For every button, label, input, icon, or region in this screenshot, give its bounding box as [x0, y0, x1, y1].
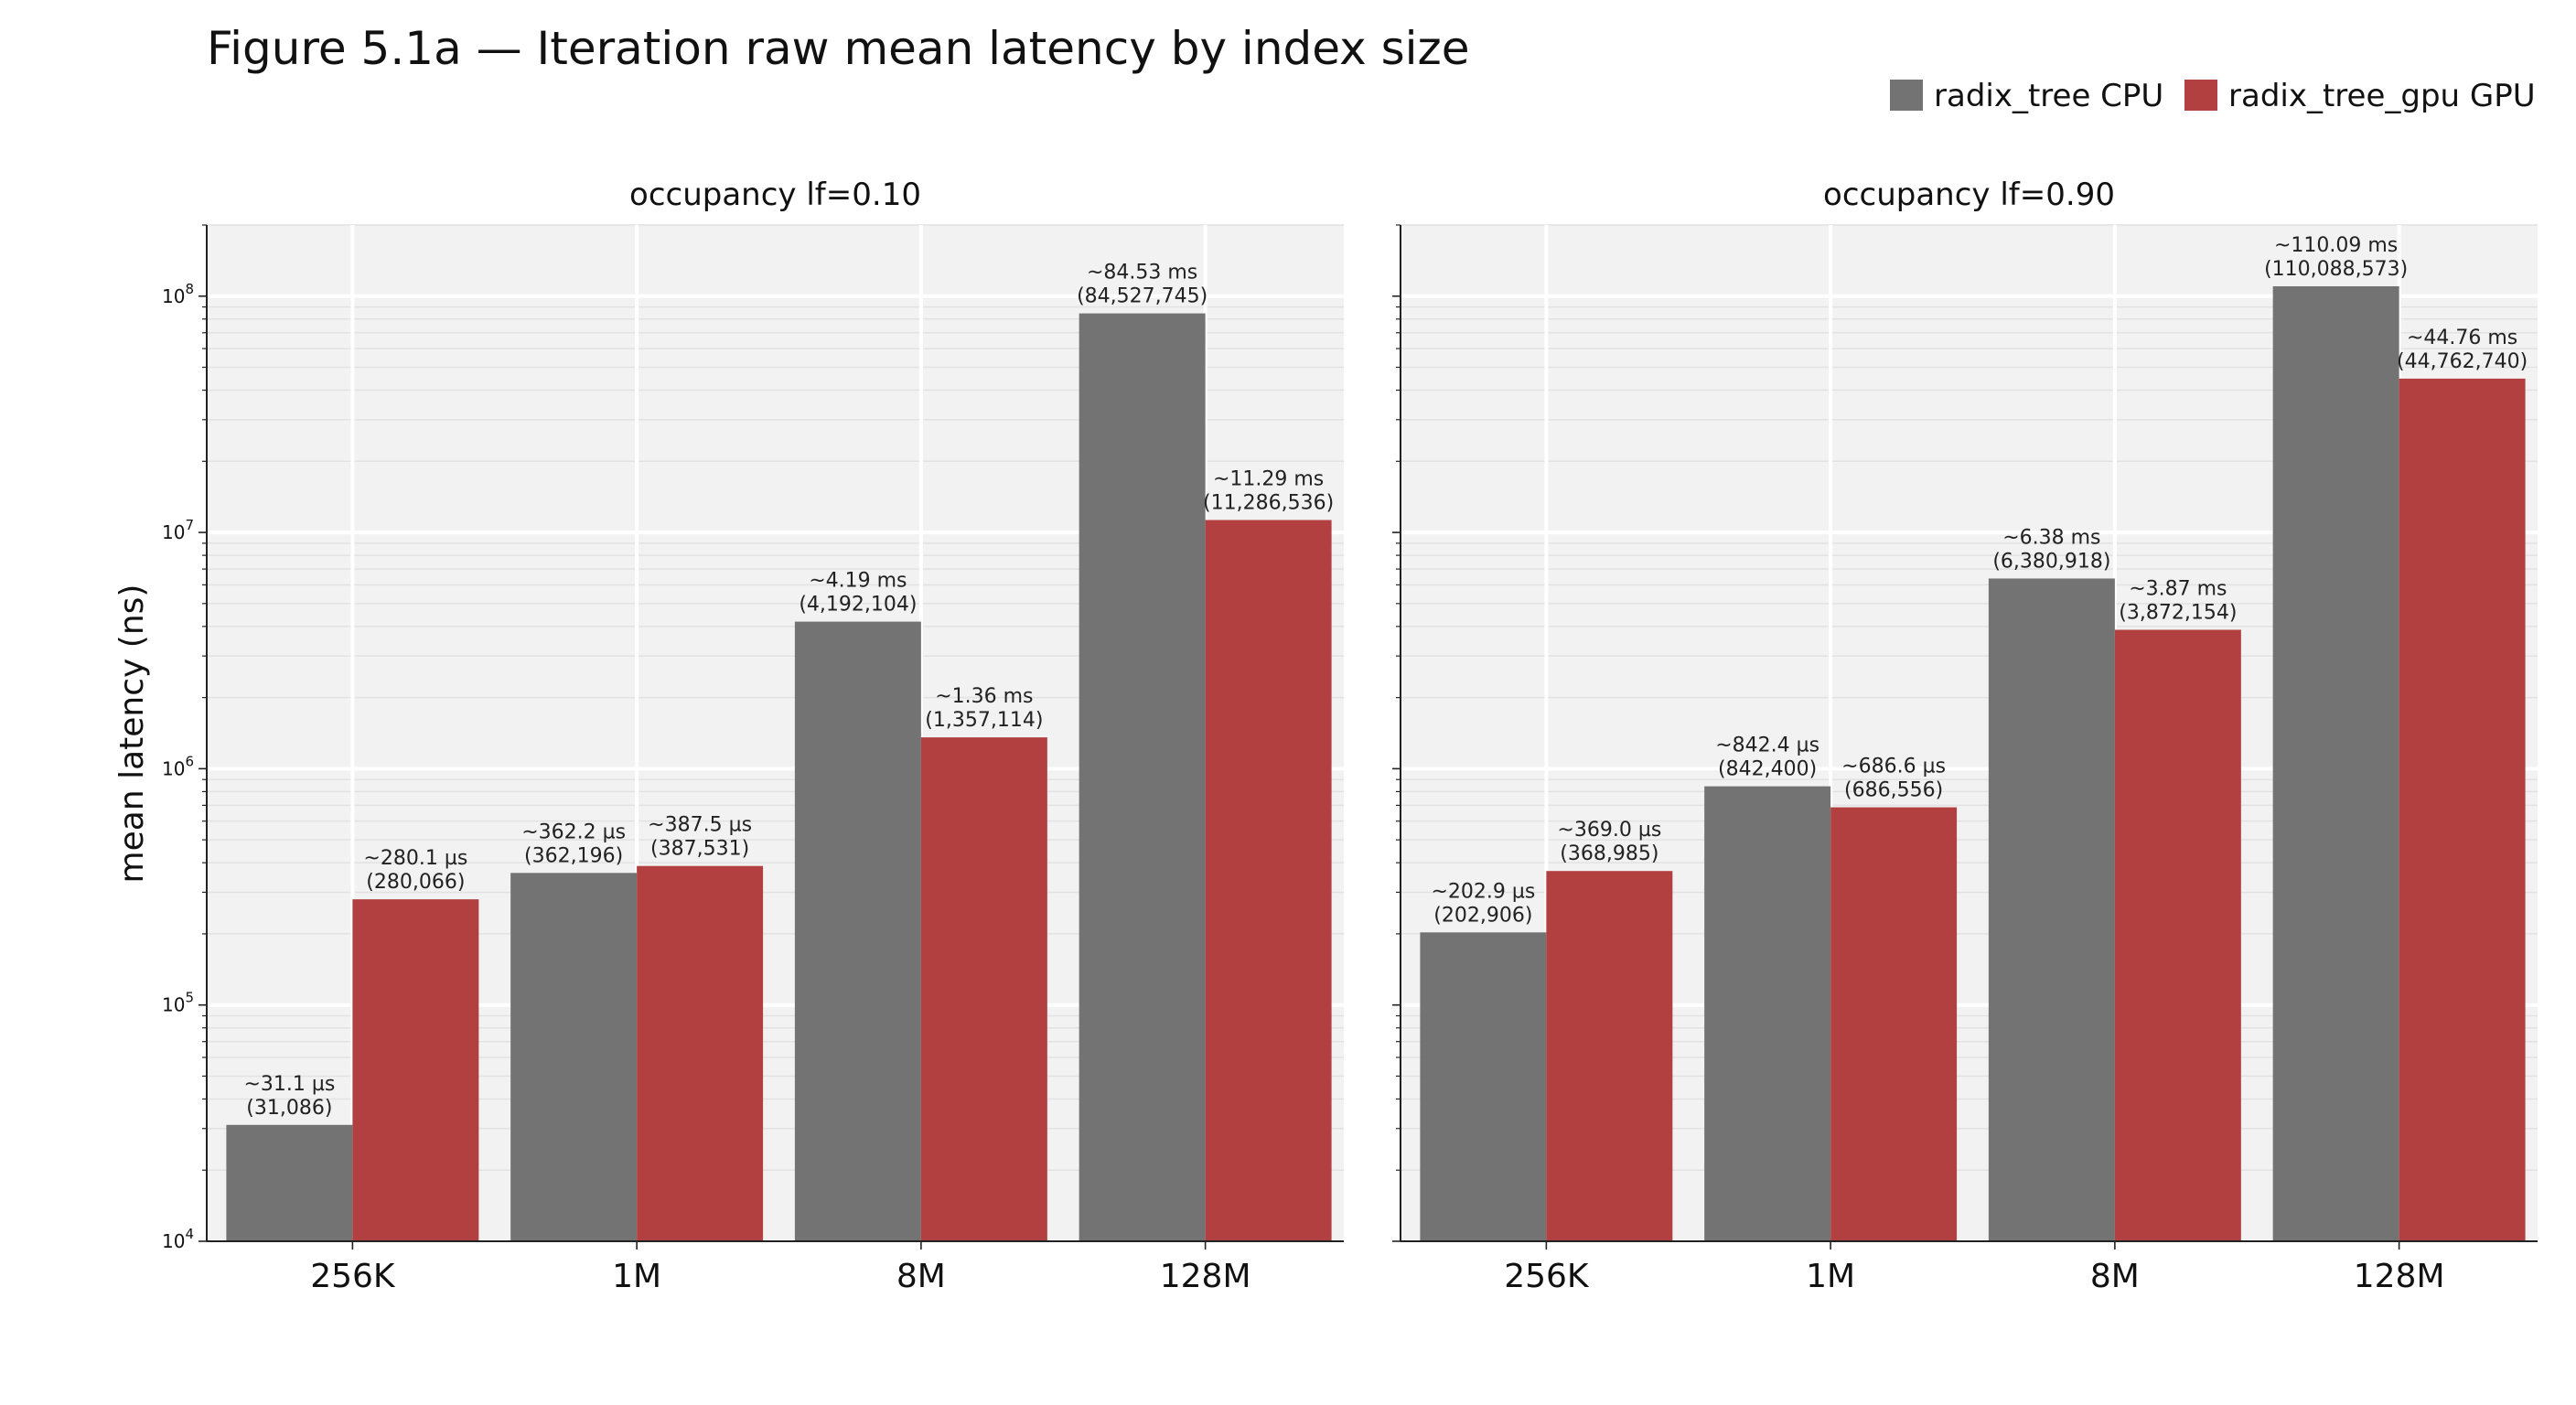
bar-label-approx: ~1.36 ms	[935, 685, 1033, 708]
bar-label-approx: ~842.4 µs	[1715, 735, 1819, 757]
x-tick-label: 256K	[310, 1258, 396, 1295]
bar-label-approx: ~362.2 µs	[521, 820, 626, 843]
bar-label-exact: (4,192,104)	[799, 594, 917, 617]
bar-cpu-8M	[794, 621, 921, 1241]
y-tick-label: 108	[162, 281, 194, 307]
x-tick-label: 1M	[612, 1258, 661, 1295]
bar-label-approx: ~3.87 ms	[2129, 578, 2227, 601]
bar-label-approx: ~387.5 µs	[648, 814, 752, 837]
x-tick-label: 256K	[1504, 1258, 1590, 1295]
bar-cpu-256K	[1420, 932, 1547, 1241]
bar-label-approx: ~44.76 ms	[2407, 327, 2517, 349]
bar-label-approx: ~369.0 µs	[1557, 819, 1661, 842]
x-tick-label: 8M	[896, 1258, 946, 1295]
bar-gpu-1M	[1830, 807, 1958, 1241]
bar-label-exact: (84,527,745)	[1077, 285, 1208, 308]
bar-label-exact: (3,872,154)	[2119, 602, 2237, 625]
bar-gpu-8M	[2114, 629, 2241, 1241]
bar-label-approx: ~31.1 µs	[243, 1073, 335, 1096]
chart-panels: 104 105 106 107 108 ~31.1 µs(31,086) ~362.2 µs…	[162, 177, 2538, 1295]
bar-gpu-8M	[920, 737, 1047, 1241]
y-axis-label: mean latency (ns)	[113, 585, 151, 884]
bar-label-exact: (842,400)	[1718, 758, 1817, 781]
bar-label-approx: ~4.19 ms	[809, 570, 907, 593]
x-tick-label: 1M	[1806, 1258, 1855, 1295]
y-tick-label: 107	[162, 517, 194, 543]
panel-title: occupancy lf=0.90	[1823, 177, 2115, 213]
bar-label-exact: (1,357,114)	[925, 709, 1043, 732]
y-tick-label: 106	[162, 753, 194, 779]
panel-2: ~202.9 µs(202,906) ~842.4 µs(842,400) ~6.3…	[1392, 177, 2538, 1295]
bar-label-exact: (202,906)	[1433, 904, 1532, 927]
legend-swatch-cpu	[1890, 80, 1923, 111]
y-tick-label: 104	[162, 1226, 194, 1252]
bar-gpu-1M	[637, 865, 764, 1241]
bar-gpu-128M	[2399, 378, 2526, 1241]
bar-label-approx: ~110.09 ms	[2274, 234, 2398, 257]
bar-label-exact: (31,086)	[246, 1097, 332, 1120]
y-tick-label: 105	[162, 990, 194, 1016]
bar-label-approx: ~280.1 µs	[363, 847, 467, 870]
bar-label-exact: (11,286,536)	[1203, 491, 1334, 514]
legend: radix_tree CPU radix_tree_gpu GPU	[1890, 78, 2536, 114]
bar-label-exact: (362,196)	[524, 844, 623, 867]
bar-label-exact: (368,985)	[1560, 842, 1658, 865]
bar-label-approx: ~11.29 ms	[1213, 467, 1324, 490]
bar-label-approx: ~6.38 ms	[2002, 526, 2100, 549]
bar-label-exact: (387,531)	[650, 838, 749, 861]
bar-label-approx: ~202.9 µs	[1431, 880, 1535, 903]
bar-label-approx: ~686.6 µs	[1841, 756, 1946, 778]
bar-label-exact: (686,556)	[1844, 779, 1943, 802]
bar-cpu-128M	[1079, 313, 1206, 1241]
bar-label-exact: (6,380,918)	[1992, 550, 2110, 573]
bar-cpu-128M	[2272, 285, 2399, 1241]
bar-label-exact: (110,088,573)	[2264, 258, 2408, 281]
bar-gpu-256K	[1546, 871, 1673, 1241]
bar-label-approx: ~84.53 ms	[1087, 262, 1197, 284]
bar-cpu-256K	[226, 1124, 353, 1241]
bar-cpu-8M	[1988, 578, 2115, 1241]
bar-label-exact: (280,066)	[366, 871, 465, 894]
legend-label-cpu: radix_tree CPU	[1934, 78, 2163, 114]
panel-1: 104 105 106 107 108 ~31.1 µs(31,086) ~362.2 µs…	[162, 177, 1344, 1295]
bar-cpu-1M	[1704, 786, 1831, 1241]
bar-gpu-128M	[1205, 520, 1332, 1241]
bar-gpu-256K	[352, 899, 479, 1241]
panel-title: occupancy lf=0.10	[629, 177, 921, 213]
legend-label-gpu: radix_tree_gpu GPU	[2228, 78, 2536, 114]
x-tick-label: 8M	[2090, 1258, 2140, 1295]
x-tick-label: 128M	[2354, 1258, 2445, 1295]
figure-title: Figure 5.1a — Iteration raw mean latency…	[207, 22, 1470, 75]
bar-label-exact: (44,762,740)	[2397, 350, 2528, 373]
x-tick-label: 128M	[1160, 1258, 1251, 1295]
bar-cpu-1M	[510, 873, 638, 1241]
legend-swatch-gpu	[2184, 80, 2217, 111]
